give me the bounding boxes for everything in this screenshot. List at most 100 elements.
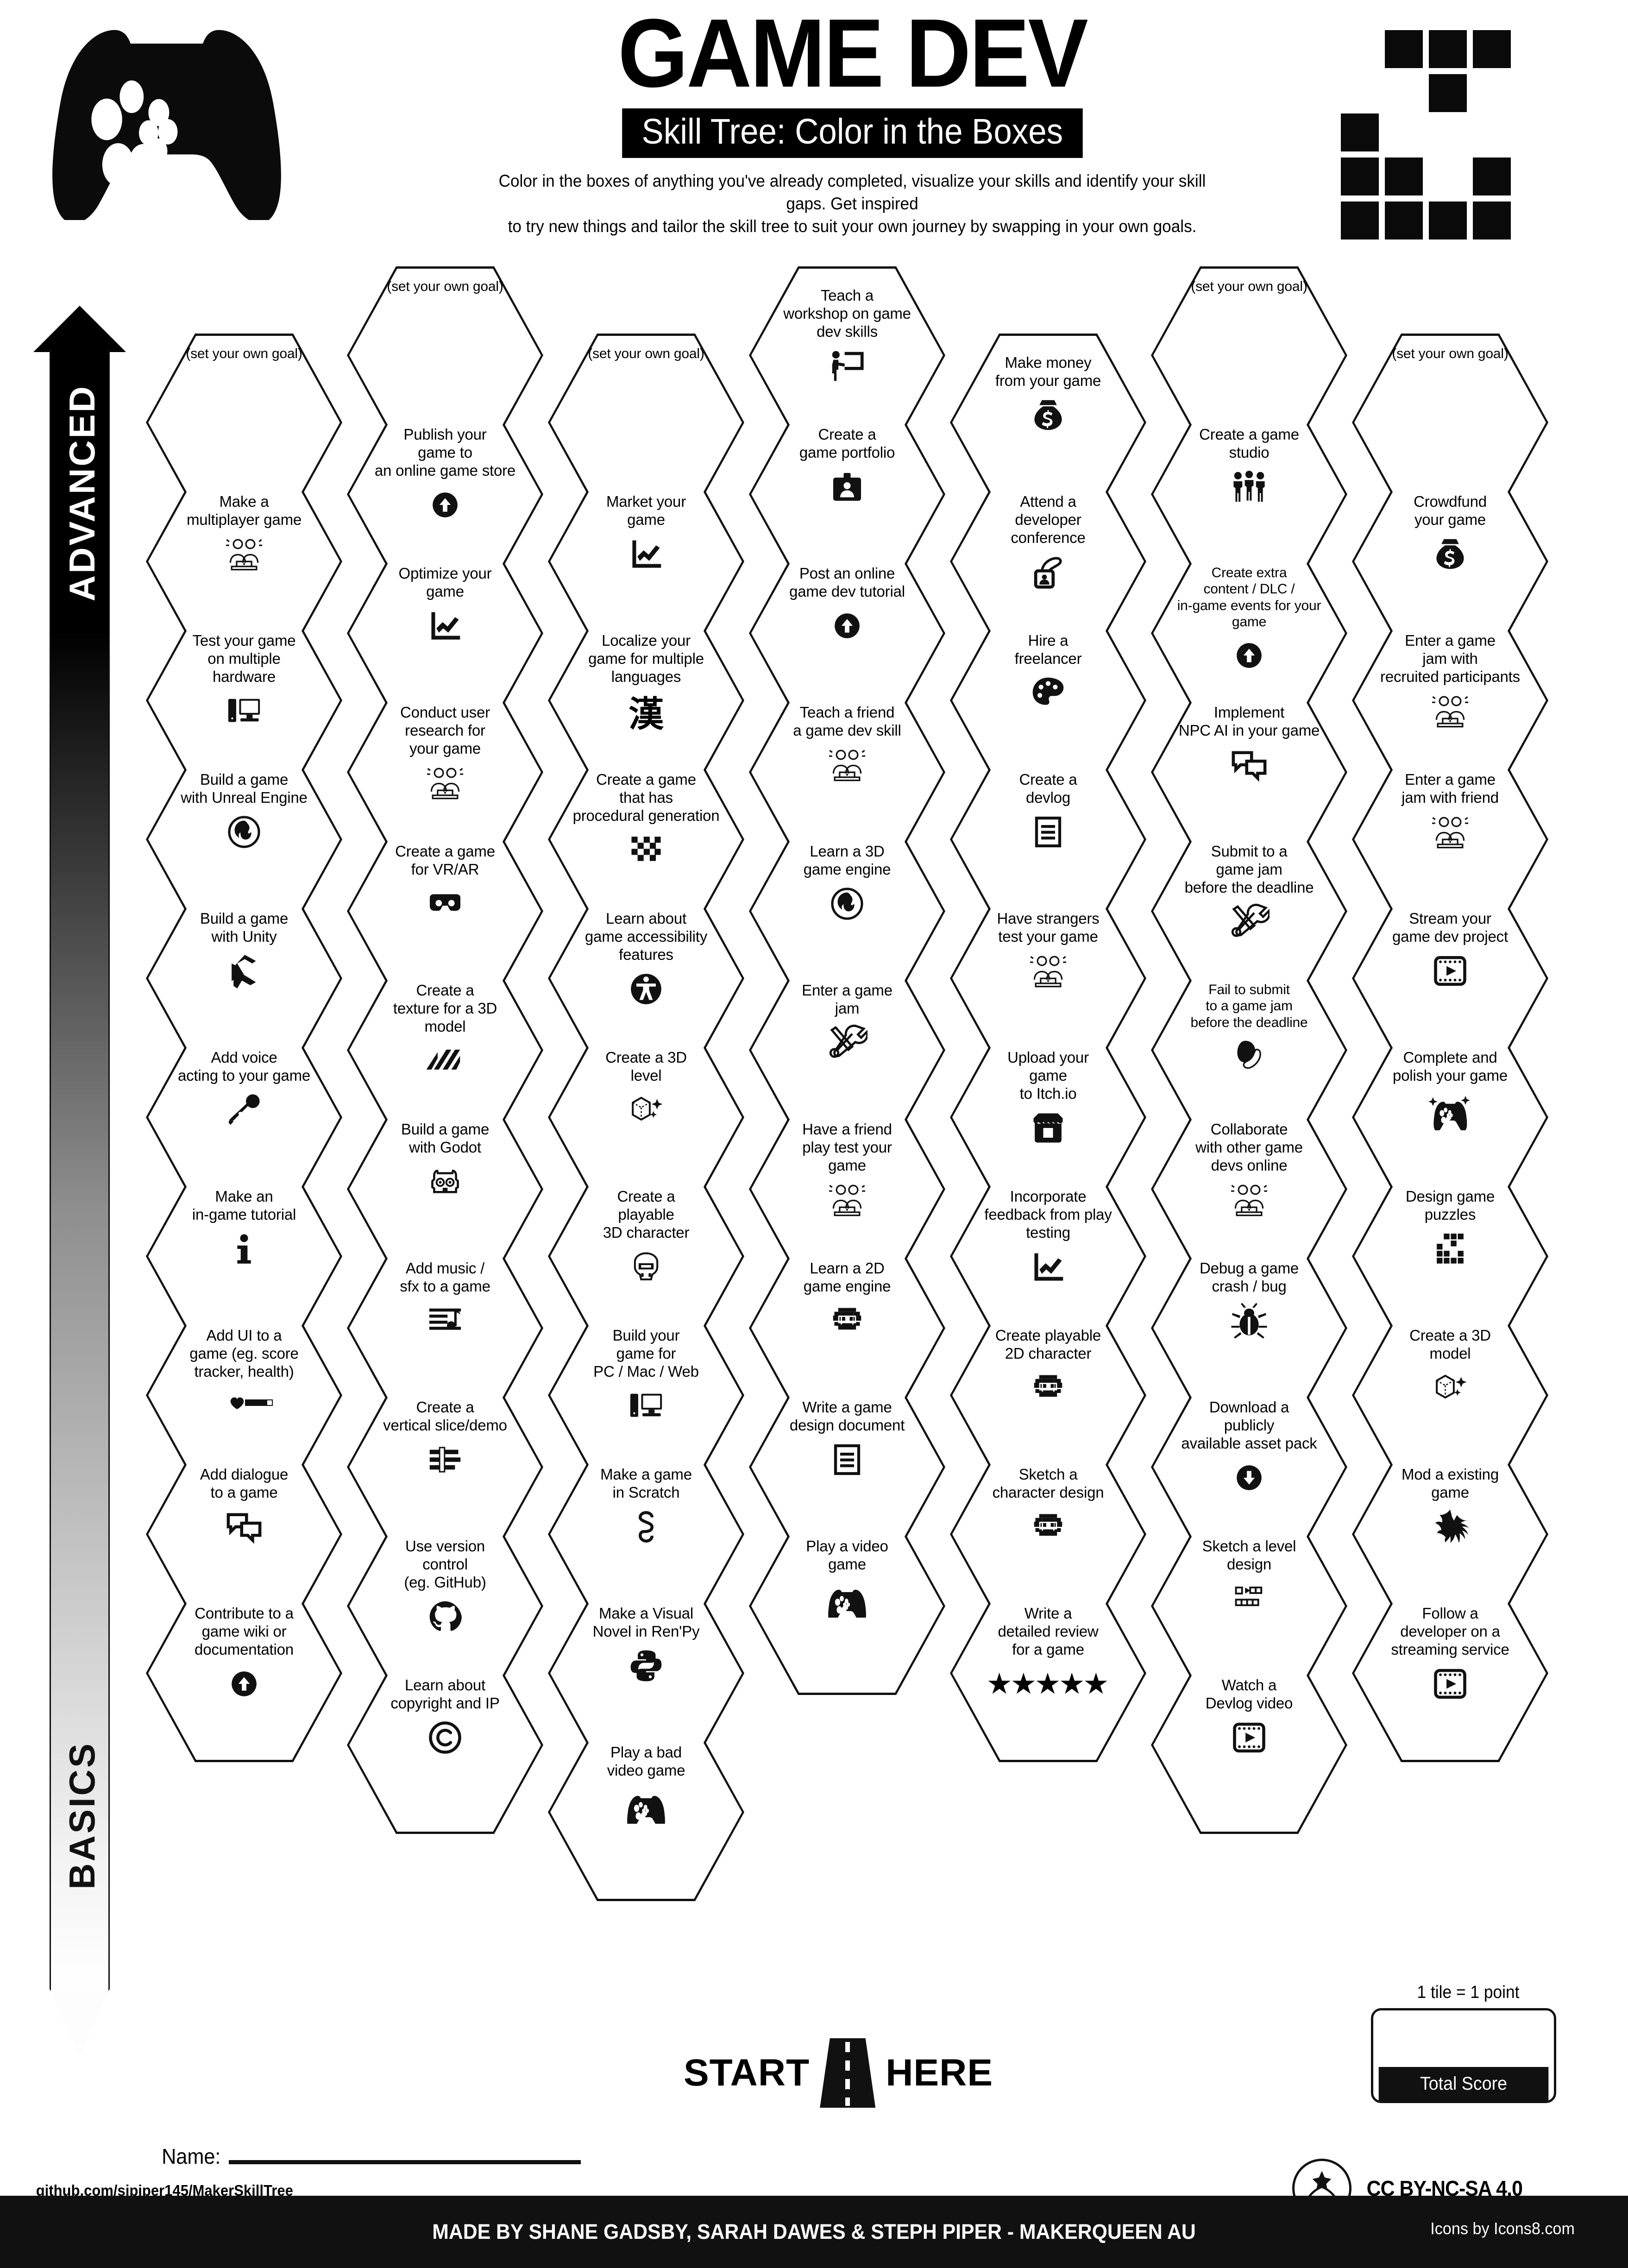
skill-tile[interactable]: Crowdfund your game xyxy=(1352,472,1548,650)
skyrim-icon xyxy=(1430,1505,1470,1549)
skill-tile-label: Create a game studio xyxy=(1199,426,1299,461)
desktop-computer-icon xyxy=(627,1384,666,1428)
start-here-marker: START HERE xyxy=(662,2038,1014,2108)
skill-tile-label: Write a game design document xyxy=(789,1399,905,1434)
skill-tile-label: Mod a existing game xyxy=(1402,1466,1499,1501)
start-label: START xyxy=(683,2052,810,2094)
speech-bubbles-icon xyxy=(225,1505,264,1549)
skill-tile-label: Create a texture for a 3D model xyxy=(393,982,497,1035)
skill-tile-label: Enter a game jam with recruited participan… xyxy=(1380,632,1520,685)
skill-tile-label: Stream your game dev project xyxy=(1392,910,1508,945)
skill-tile-label: Sketch a character design xyxy=(992,1466,1104,1501)
skill-tile-label: Learn about copyright and IP xyxy=(390,1676,500,1712)
skill-tile-label: Add UI to a game (eg. score tracker, healt… xyxy=(189,1327,299,1380)
line-chart-icon xyxy=(425,604,465,648)
unity-icon xyxy=(224,949,264,993)
two-people-laptop-icon xyxy=(1430,810,1470,854)
vr-headset-icon xyxy=(425,882,465,926)
total-score-box[interactable]: Total Score xyxy=(1371,2008,1556,2103)
skill-tile-label: Make an in-game tutorial xyxy=(192,1188,296,1223)
skill-tile-label: Learn a 2D game engine xyxy=(803,1260,891,1295)
skill-tile-label: Incorporate feedback from play testing xyxy=(984,1188,1112,1241)
skill-tile[interactable]: Contribute to a game wiki or documentation xyxy=(146,1584,342,1762)
skill-tile[interactable]: Play a bad video game xyxy=(548,1723,744,1901)
skill-tile[interactable]: Make money from your game xyxy=(950,334,1146,511)
score-panel: 1 tile = 1 point Total Score xyxy=(1371,1983,1565,2103)
skill-tile-label: Create a game portfolio xyxy=(799,426,895,461)
skill-tile[interactable]: Follow a developer on a streaming service xyxy=(1352,1584,1548,1762)
skill-tile[interactable]: Have a friend play test your game xyxy=(749,1100,945,1278)
skill-tile-label: Contribute to a game wiki or documentation xyxy=(195,1605,294,1658)
two-people-laptop-icon xyxy=(1028,949,1068,993)
skill-tile[interactable]: Debug a game crash / bug xyxy=(1151,1239,1347,1417)
sparkle-gamepad-icon xyxy=(1426,1088,1474,1132)
skill-tile-label: Make money from your game xyxy=(995,354,1101,389)
skill-tile[interactable]: Create a game studio xyxy=(1151,405,1347,583)
skill-tile-label: Learn a 3D game engine xyxy=(803,843,891,878)
pixel-face-icon xyxy=(827,1298,867,1343)
presenter-icon xyxy=(827,344,867,388)
score-value-field[interactable] xyxy=(1373,2010,1554,2067)
skill-tile[interactable]: Build a game with Unreal Engine xyxy=(146,750,342,928)
two-people-laptop-icon xyxy=(224,532,264,576)
music-sheet-icon xyxy=(426,1298,465,1343)
three-people-icon xyxy=(1228,465,1270,509)
skill-tile-label: Build your game for PC / Mac / Web xyxy=(593,1327,699,1380)
skill-tile[interactable]: Play a video game xyxy=(749,1517,945,1695)
info-icon xyxy=(226,1227,262,1271)
skill-tile-label: Submit to a game jam before the deadline xyxy=(1184,843,1314,896)
godot-icon xyxy=(426,1159,465,1204)
palette-icon xyxy=(1029,671,1067,715)
difficulty-scale-arrow: ADVANCED BASICS xyxy=(33,306,126,2057)
lanyard-badge-icon xyxy=(1028,550,1068,594)
two-people-laptop-icon xyxy=(827,1178,867,1222)
film-play-icon xyxy=(1431,949,1470,993)
skill-tile[interactable]: Watch a Devlog video xyxy=(1151,1656,1347,1834)
python-icon xyxy=(627,1644,665,1688)
skill-tile[interactable]: Make a game in Scratch xyxy=(548,1445,744,1623)
skill-tile-label: (set your own goal) xyxy=(1392,346,1509,361)
skill-tile-label: Make a game in Scratch xyxy=(600,1466,692,1501)
name-field-row[interactable]: Name: xyxy=(160,2144,581,2169)
skill-tile-label: (set your own goal) xyxy=(186,346,302,361)
skill-tile[interactable]: Add voice acting to your game xyxy=(146,1028,342,1206)
skill-tile-label: Teach a friend a game dev skill xyxy=(793,704,901,739)
unreal-engine-icon xyxy=(828,882,866,926)
3d-cube-sparkle-icon xyxy=(1429,1366,1471,1410)
skill-tile[interactable]: Design game puzzles xyxy=(1352,1167,1548,1345)
skill-tile-label: Have a friend play test your game xyxy=(802,1121,892,1174)
download-arrow-icon xyxy=(1231,1455,1267,1500)
pixel-grid-icon xyxy=(627,828,666,872)
road-icon xyxy=(820,2038,876,2108)
line-chart-icon xyxy=(626,532,666,576)
skill-tile[interactable]: Publish your game to an online game store xyxy=(347,405,543,583)
skill-tile-label: Learn about game accessibility features xyxy=(585,910,708,963)
two-people-laptop-icon xyxy=(827,743,867,787)
skill-tile-label: Add music / sfx to a game xyxy=(400,1260,490,1295)
skill-tile-label: Follow a developer on a streaming service xyxy=(1391,1605,1509,1658)
skill-tile-label: Crowdfund your game xyxy=(1414,493,1487,528)
skill-tile-label: Create a 3D model xyxy=(1409,1327,1491,1362)
skill-tile-label: Hire a freelancer xyxy=(1014,632,1082,667)
skill-tile[interactable]: Enter a game jam with friend xyxy=(1352,750,1548,928)
skill-tile-label: Create a game that has procedural generati… xyxy=(572,771,720,824)
skill-tile[interactable]: Write a detailed review for a game ★★★★★ xyxy=(950,1584,1146,1762)
skill-tile[interactable]: Learn a 3D game engine xyxy=(749,822,945,1000)
skill-tile[interactable]: Upload your game to Itch.io xyxy=(950,1028,1146,1206)
skill-tile-label: Design game puzzles xyxy=(1405,1188,1495,1223)
name-input-line[interactable] xyxy=(229,2160,581,2164)
skill-tile-label: Create playable 2D character xyxy=(995,1327,1101,1362)
skill-tile[interactable]: Make an in-game tutorial xyxy=(146,1167,342,1345)
skill-tile-label: Make a Visual Novel in Ren'Py xyxy=(592,1605,700,1640)
helmet-icon xyxy=(626,1245,666,1289)
pixel-invader-logo xyxy=(1292,19,1515,239)
game-controller-logo xyxy=(51,25,283,220)
two-people-laptop-icon xyxy=(425,761,465,805)
skill-tile-label: Debug a game crash / bug xyxy=(1199,1260,1299,1295)
skill-tile[interactable]: Learn about copyright and IP xyxy=(347,1656,543,1834)
skill-tile-label: Post an online game dev tutorial xyxy=(789,565,905,600)
pixel-face-icon xyxy=(1028,1366,1069,1410)
skill-tile[interactable]: Write a game design document xyxy=(749,1378,945,1556)
film-play-icon xyxy=(1230,1715,1269,1760)
kanji-glyph: 漢 xyxy=(629,693,664,735)
